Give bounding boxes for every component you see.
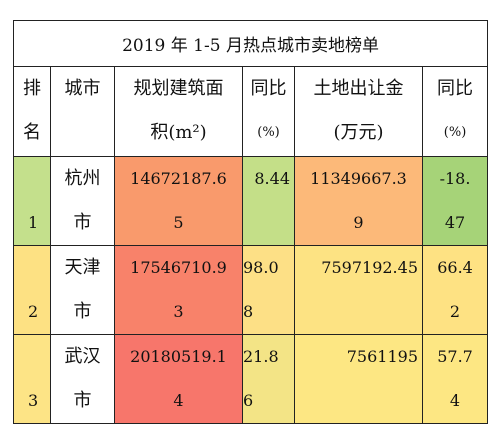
title-row: 2019 年 1-5 月热点城市卖地榜单 [12,20,489,67]
revenue-yoy-cell: 66.4 2 [421,245,489,335]
rank-cell: 2 [13,245,51,335]
header-rank: 排 名 [13,66,51,157]
table-row: 3 武汉 市 20180519.1 4 21.8 6 7561195 57.7 … [13,334,489,424]
rank-cell: 1 [13,156,51,246]
table-row: 1 杭州 市 14672187.6 5 8.44 11349667.3 9 -1… [13,156,489,246]
header-revenue: 土地出让金 (万元) [294,66,423,157]
area-yoy-cell: 8.44 [242,156,295,246]
table-row: 2 天津 市 17546710.9 3 98.0 8 7597192.45 66… [13,245,489,335]
land-sales-ranking-table: 2019 年 1-5 月热点城市卖地榜单 排 名 城市 规划建筑面 积(m²) … [12,20,489,424]
revenue-cell: 7561195 [294,334,423,424]
header-row: 排 名 城市 规划建筑面 积(m²) 同比 (%) 土地出让金 (万元) 同比 … [13,66,489,157]
revenue-cell: 11349667.3 9 [294,156,423,246]
header-revenue-yoy: 同比 (%) [421,66,489,157]
area-cell: 20180519.1 4 [114,334,243,424]
ranking-table-container: 2019 年 1-5 月热点城市卖地榜单 排 名 城市 规划建筑面 积(m²) … [12,20,489,424]
area-yoy-cell: 21.8 6 [242,334,295,424]
header-area: 规划建筑面 积(m²) [114,66,243,157]
city-cell: 天津 市 [50,245,115,335]
rank-cell: 3 [13,334,51,424]
header-area-yoy: 同比 (%) [242,66,295,157]
revenue-yoy-cell: -18. 47 [421,156,489,246]
header-city: 城市 [50,66,115,157]
table-title: 2019 年 1-5 月热点城市卖地榜单 [12,20,489,67]
area-cell: 14672187.6 5 [114,156,243,246]
area-yoy-cell: 98.0 8 [242,245,295,335]
area-cell: 17546710.9 3 [114,245,243,335]
revenue-yoy-cell: 57.7 4 [421,334,489,424]
revenue-cell: 7597192.45 [294,245,423,335]
city-cell: 武汉 市 [50,334,115,424]
city-cell: 杭州 市 [50,156,115,246]
